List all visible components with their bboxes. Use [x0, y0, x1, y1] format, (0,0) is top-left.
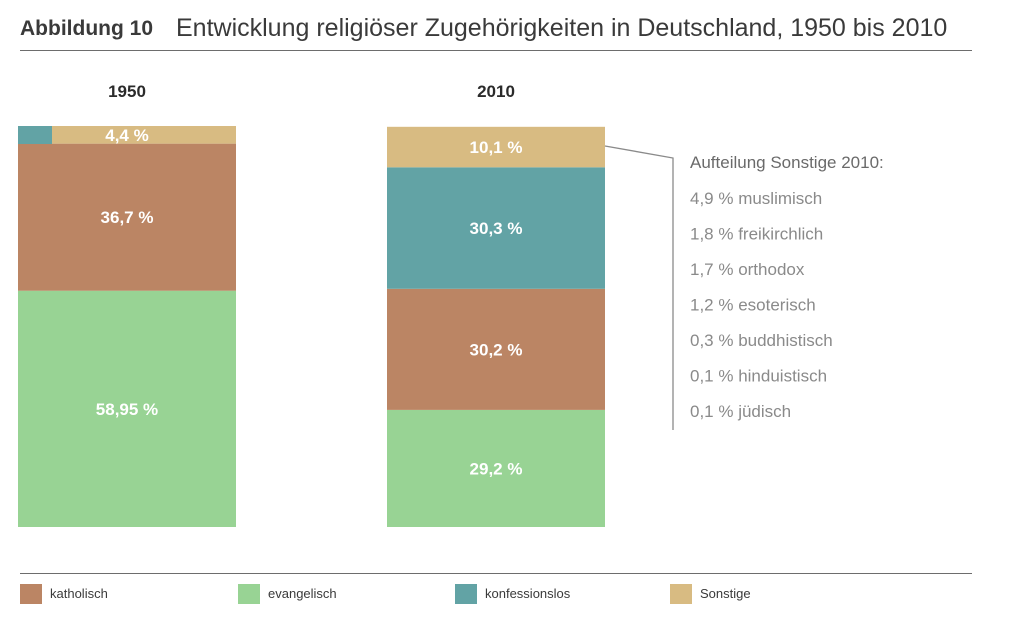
legend: katholisch evangelisch konfessionslos So…	[20, 573, 972, 614]
breakdown-item: 0,1 % jüdisch	[690, 402, 791, 421]
bar-segment-evangelisch-1950	[18, 290, 236, 527]
bar-segment-sonstige-2010	[387, 126, 605, 168]
legend-label-katholisch: katholisch	[50, 586, 108, 601]
breakdown-item: 1,7 % orthodox	[690, 260, 805, 279]
data-label-evangelisch-1950: 58,95 %	[96, 400, 158, 419]
breakdown-connector-line	[604, 145, 674, 430]
chart-title: Entwicklung religiöser Zugehörigkeiten i…	[176, 14, 948, 42]
legend-swatch-katholisch	[20, 584, 42, 604]
bar-segment-katholisch-1950	[18, 143, 236, 291]
data-label-katholisch-1950: 36,7 %	[101, 208, 154, 227]
breakdown-item: 4,9 % muslimisch	[690, 189, 822, 208]
legend-label-sonstige: Sonstige	[700, 586, 751, 601]
bar-segment-konfessionslos-2010	[387, 167, 605, 289]
data-label-katholisch-2010: 30,2 %	[470, 340, 523, 359]
data-label-evangelisch-2010: 29,2 %	[470, 459, 523, 478]
category-label-2010: 2010	[477, 82, 515, 101]
breakdown-item: 1,8 % freikirchlich	[690, 225, 823, 244]
legend-swatch-sonstige	[670, 584, 692, 604]
data-label-sonstige-1950: 4,4 %	[105, 126, 148, 145]
breakdown-title: Aufteilung Sonstige 2010:	[690, 153, 884, 172]
breakdown-item: 0,1 % hinduistisch	[690, 367, 827, 386]
breakdown-item: 1,2 % esoterisch	[690, 296, 816, 315]
legend-label-evangelisch: evangelisch	[268, 586, 337, 601]
data-label-konfessionslos-2010: 30,3 %	[470, 219, 523, 238]
bar-sliver-konfessionslos-1950	[18, 126, 52, 144]
legend-swatch-evangelisch	[238, 584, 260, 604]
bar-segment-sonstige-1950	[18, 126, 236, 144]
stacked-bar-chart: 1950 58,95 % 36,7 % 4,4 % 2010 29,2 % 30,2 % 30…	[18, 82, 884, 527]
bar-segment-evangelisch-2010	[387, 409, 605, 527]
legend-label-konfessionslos: konfessionslos	[485, 586, 571, 601]
legend-swatch-konfessionslos	[455, 584, 477, 604]
breakdown-item: 0,3 % buddhistisch	[690, 331, 833, 350]
category-label-1950: 1950	[108, 82, 146, 101]
chart-header: Abbildung 10 Entwicklung religiöser Zuge…	[20, 14, 972, 51]
figure-label: Abbildung 10	[20, 17, 153, 40]
data-label-sonstige-2010: 10,1 %	[470, 138, 523, 157]
bar-segment-katholisch-2010	[387, 288, 605, 410]
